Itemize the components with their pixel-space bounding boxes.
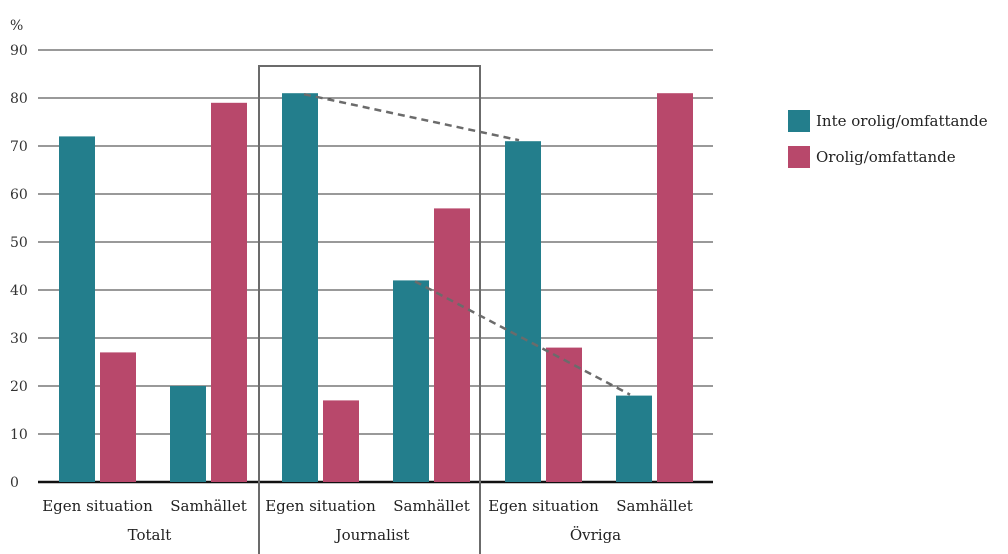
category-label: Egen situation: [265, 497, 376, 515]
bar-totalt-egen-series-1: [100, 352, 136, 482]
bar-övriga-egen-series-1: [546, 347, 582, 482]
y-tick-label: 40: [10, 283, 28, 299]
legend-item-series-1: Orolig/omfattande: [788, 146, 988, 168]
y-tick-label: 0: [10, 475, 19, 491]
category-label: Samhället: [170, 497, 247, 515]
bar-journalist-samhallet-series-0: [393, 280, 429, 482]
bars: [59, 93, 693, 483]
group-label: Journalist: [334, 526, 410, 544]
category-label: Egen situation: [42, 497, 153, 515]
dashed-comparison-line-1: [414, 280, 631, 396]
y-tick-label: 30: [10, 331, 28, 347]
y-tick-label: 20: [10, 379, 28, 395]
y-axis-unit-label: %: [10, 18, 23, 34]
category-label: Samhället: [393, 497, 470, 515]
y-axis-ticks: 0 10 20 30 40 50 60 70 80 90: [10, 43, 28, 491]
bar-övriga-samhallet-series-0: [616, 395, 652, 482]
bar-totalt-egen-series-0: [59, 136, 95, 482]
annotations: [258, 65, 631, 554]
y-tick-label: 50: [10, 235, 28, 251]
bar-journalist-egen-series-1: [323, 400, 359, 482]
category-label: Samhället: [616, 497, 693, 515]
legend: Inte orolig/omfattande Orolig/omfattande: [788, 110, 988, 182]
legend-label-series-0: Inte orolig/omfattande: [816, 112, 988, 130]
legend-swatch-series-0: [788, 110, 810, 132]
y-tick-label: 60: [10, 187, 28, 203]
legend-swatch-series-1: [788, 146, 810, 168]
y-tick-label: 80: [10, 91, 28, 107]
legend-label-series-1: Orolig/omfattande: [816, 148, 956, 166]
bar-totalt-samhallet-series-1: [211, 102, 247, 483]
grid-lines: [38, 49, 713, 484]
dashed-comparison-line-0: [303, 92, 520, 142]
bar-övriga-samhallet-series-1: [657, 93, 693, 482]
bar-totalt-samhallet-series-0: [170, 386, 206, 482]
bar-övriga-egen-series-0: [505, 141, 541, 482]
y-tick-label: 70: [10, 139, 28, 155]
y-tick-label: 90: [10, 43, 28, 59]
y-tick-label: 10: [10, 427, 28, 443]
bar-journalist-egen-series-0: [282, 93, 318, 482]
group-label: Övriga: [570, 526, 621, 544]
highlight-box-journalist: [258, 65, 481, 554]
legend-item-series-0: Inte orolig/omfattande: [788, 110, 988, 132]
bar-journalist-samhallet-series-1: [434, 208, 470, 482]
group-label: Totalt: [128, 526, 172, 544]
x-axis-labels: Egen situation Samhället Totalt Egen situat…: [42, 497, 693, 544]
category-label: Egen situation: [488, 497, 599, 515]
